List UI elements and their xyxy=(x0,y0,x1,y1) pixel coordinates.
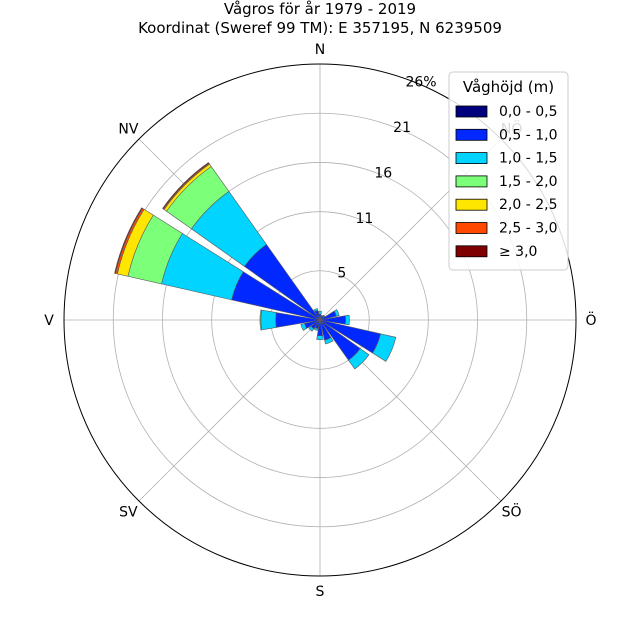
legend-box xyxy=(448,71,569,271)
legend-label: 2,0 - 2,5 xyxy=(499,197,557,213)
rose-bar-segment xyxy=(304,319,321,329)
rose-bar-segment xyxy=(231,271,321,321)
legend-swatch xyxy=(455,222,488,234)
rose-bar-segment xyxy=(319,310,337,321)
legend-swatch xyxy=(455,105,488,118)
compass-label: Ö xyxy=(585,311,596,329)
rose-bar-segment xyxy=(318,313,322,321)
legend-swatch xyxy=(455,245,488,258)
polar-grid xyxy=(63,63,577,577)
rose-bar-segment xyxy=(310,319,321,330)
rose-bar-segment xyxy=(317,319,323,337)
rose-bars xyxy=(114,162,397,370)
legend-title: Våghöjd (m) xyxy=(463,78,554,96)
polar-frame xyxy=(63,63,577,577)
legend-label: 0,0 - 0,5 xyxy=(499,104,557,120)
legend-swatch xyxy=(455,175,488,188)
rose-bar-segment xyxy=(314,310,321,321)
rose-bar-segment xyxy=(316,335,324,340)
compass-label: SÖ xyxy=(502,503,522,521)
rose-bar-segment xyxy=(318,310,322,315)
legend: Våghöjd (m) 0,0 - 0,5 0,5 - 1,0 1,0 - 1,5 1,… xyxy=(448,71,569,271)
compass-label: S xyxy=(316,584,325,600)
radial-tick-label: 26% xyxy=(405,75,436,91)
legend-swatch xyxy=(455,152,488,165)
chart-subtitle: Koordinat (Sweref 99 TM): E 357195, N 62… xyxy=(138,19,502,37)
compass-label: N xyxy=(315,42,325,58)
legend-swatch xyxy=(455,198,488,211)
compass-label: V xyxy=(44,313,54,329)
rose-bar-segment xyxy=(319,319,361,361)
rose-bar-segment xyxy=(244,244,321,321)
radial-tick-label: 11 xyxy=(355,211,373,227)
rose-bar-segment xyxy=(260,309,277,331)
rose-bar-segment xyxy=(319,319,332,341)
legend-label: 1,5 - 2,0 xyxy=(499,174,557,190)
rose-bar-segment xyxy=(275,312,321,328)
compass-label: SV xyxy=(119,505,138,521)
legend-swatch xyxy=(455,128,488,141)
rose-bar-segment xyxy=(319,319,381,354)
legend-label: 0,5 - 1,0 xyxy=(499,127,557,143)
radial-tick-label: 5 xyxy=(337,266,346,282)
legend-label: ≥ 3,0 xyxy=(499,244,537,260)
chart-title: Vågros för år 1979 - 2019 xyxy=(223,0,417,18)
legend-label: 1,0 - 1,5 xyxy=(499,151,557,167)
grid-spoke xyxy=(138,319,321,502)
radial-tick-label: 21 xyxy=(393,120,411,136)
legend-label: 2,5 - 3,0 xyxy=(499,221,557,237)
radial-tick-label: 16 xyxy=(374,166,392,182)
compass-label: NV xyxy=(118,121,138,137)
rose-bar-segment xyxy=(319,315,346,325)
